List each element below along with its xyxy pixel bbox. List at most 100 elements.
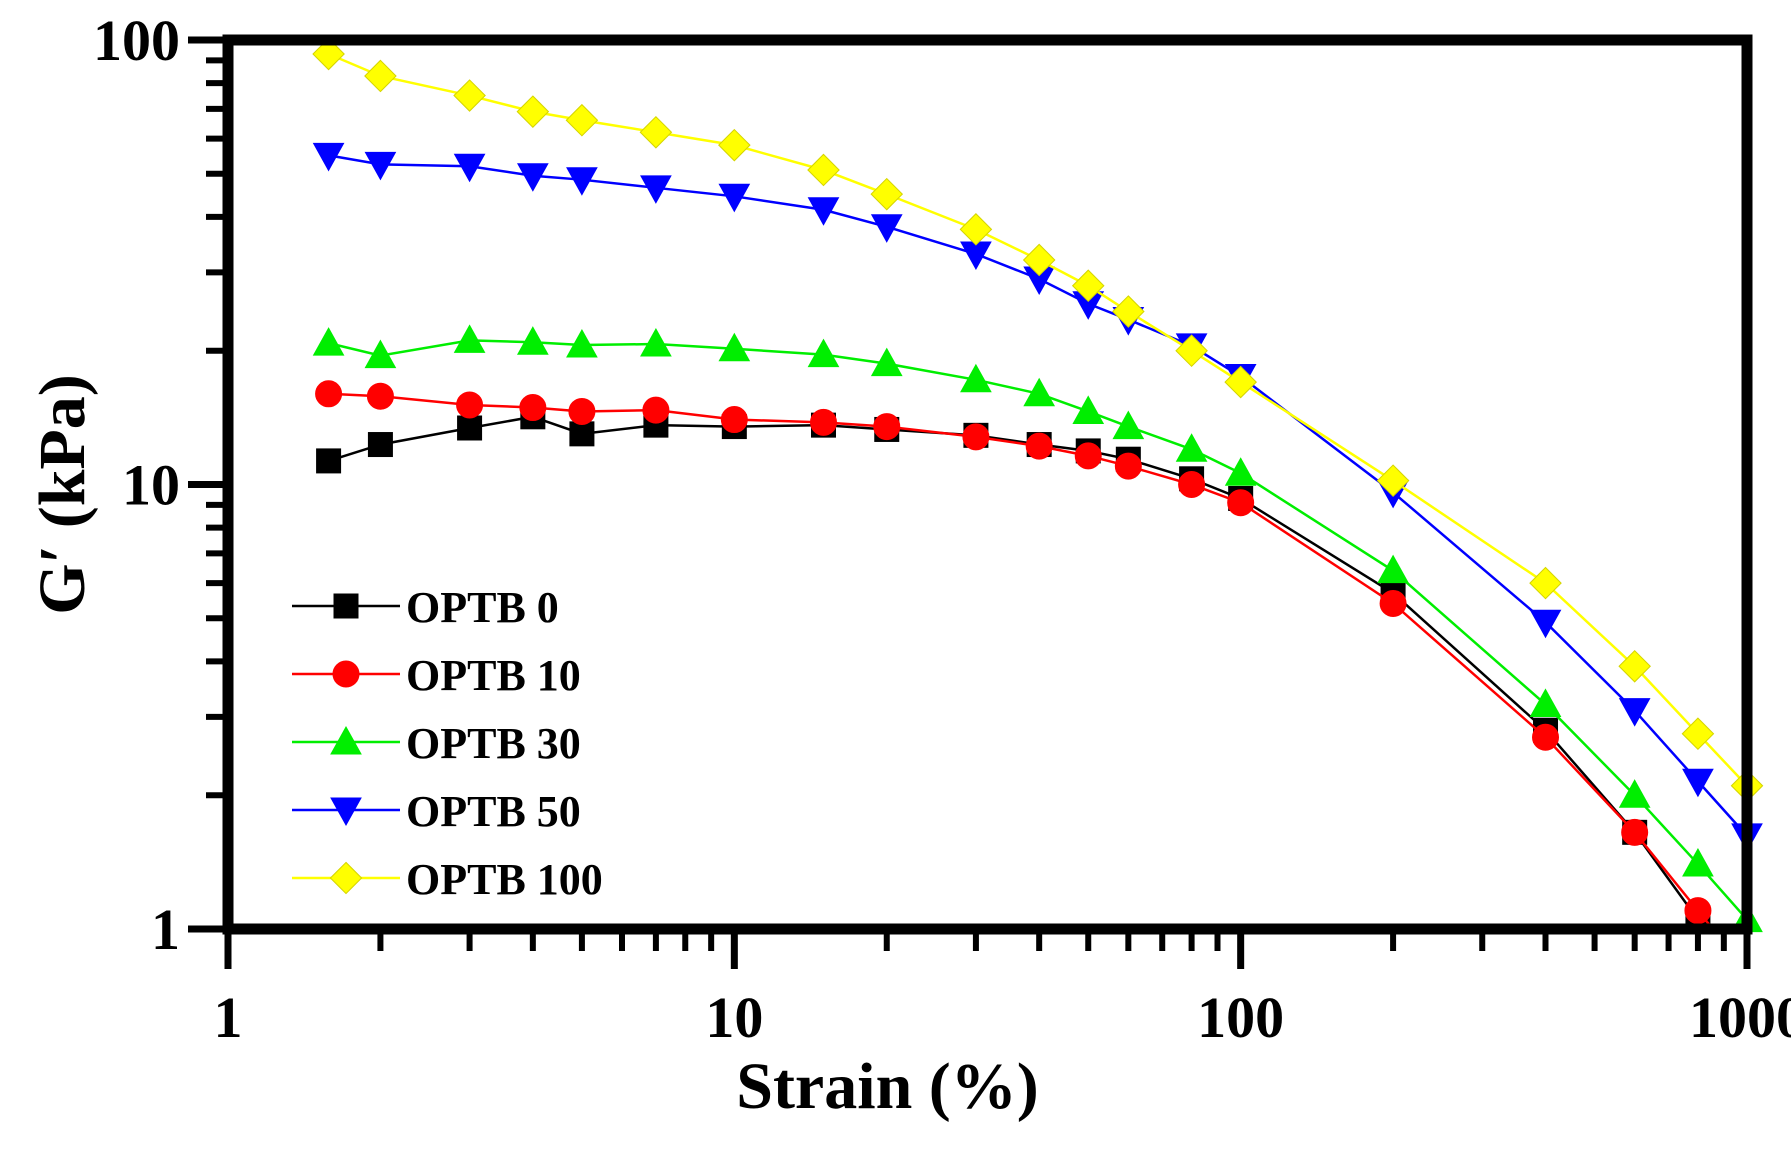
data-point-optb-50 [453,153,486,183]
data-point-optb-50 [640,175,672,204]
x-tick-label: 100 [1197,985,1284,1050]
legend-item-optb-50: OPTB 50 [292,787,581,836]
data-point-optb-10 [873,413,901,441]
legend-label-optb-10: OPTB 10 [406,651,581,700]
legend: OPTB 0 OPTB 10 OPTB 30 OPTB 50 OPTB 100 [292,583,603,904]
data-point-optb-30 [1529,688,1562,717]
data-point-optb-10 [568,397,596,425]
data-point-optb-10 [1074,442,1102,470]
legend-marker-optb-10 [332,660,360,688]
data-point-optb-50 [807,197,840,226]
data-point-optb-10 [1025,432,1053,460]
series-optb-10 [315,380,1714,930]
y-tick-label: 1 [151,897,180,962]
x-tick-label: 1 [214,985,243,1050]
data-point-optb-0 [457,415,483,441]
data-point-optb-100 [312,37,345,71]
legend-item-optb-100: OPTB 100 [292,855,603,904]
data-point-optb-100 [870,177,904,211]
y-tick-label: 100 [93,8,180,73]
data-point-optb-10 [1532,723,1560,751]
legend-label-optb-30: OPTB 30 [406,719,581,768]
legend-label-optb-100: OPTB 100 [406,855,603,904]
data-point-optb-30 [1682,848,1714,877]
data-point-optb-30 [566,328,598,358]
data-point-optb-30 [1377,554,1409,584]
data-point-optb-30 [453,324,486,353]
data-point-optb-100 [639,115,673,149]
data-point-optb-30 [718,332,751,362]
data-point-optb-10 [519,394,547,422]
data-point-optb-50 [364,151,397,181]
data-point-optb-10 [962,423,990,451]
data-point-optb-50 [566,167,598,196]
data-point-optb-100 [1376,464,1410,497]
data-point-optb-30 [364,339,397,369]
data-point-optb-100 [1529,566,1562,600]
data-point-optb-50 [718,183,751,213]
x-axis-title: Strain (%) [736,1050,1038,1123]
data-point-optb-0 [316,448,342,474]
series-optb-30 [312,324,1763,933]
data-point-optb-30 [870,347,903,377]
data-point-optb-10 [456,391,484,419]
data-point-optb-30 [312,327,345,356]
legend-marker-optb-30 [330,725,362,755]
data-point-optb-30 [1175,433,1208,462]
major-ticks [188,36,1751,969]
data-point-optb-100 [1224,365,1257,399]
data-point-optb-50 [312,142,345,172]
data-point-optb-10 [1114,452,1142,480]
data-point-optb-0 [367,432,393,458]
legend-item-optb-30: OPTB 30 [292,719,581,768]
data-point-optb-30 [1112,410,1145,440]
legend-marker-optb-0 [333,593,359,619]
x-tick-label: 10 [705,985,763,1050]
legend-item-optb-10: OPTB 10 [292,651,581,700]
data-point-optb-50 [960,241,992,271]
data-point-optb-100 [1681,717,1715,751]
data-point-optb-0 [569,421,595,447]
legend-item-optb-0: OPTB 0 [292,583,559,632]
data-point-optb-100 [565,103,599,137]
x-tick-label: 1000 [1689,985,1791,1050]
data-point-optb-10 [366,382,394,410]
y-tick-label: 10 [122,453,180,518]
data-point-optb-100 [1112,295,1145,328]
data-point-optb-10 [1379,589,1407,617]
data-point-optb-100 [453,79,486,112]
data-point-optb-50 [1682,768,1714,798]
data-point-optb-100 [1175,334,1208,367]
data-point-optb-100 [959,213,993,246]
data-point-optb-100 [364,59,397,93]
data-point-optb-30 [1618,779,1651,808]
legend-label-optb-0: OPTB 0 [406,583,559,632]
data-point-optb-100 [807,153,840,187]
data-point-optb-50 [516,163,549,192]
y-axis-title: G′ (kPa) [26,374,99,614]
data-point-optb-10 [315,380,343,408]
legend-marker-optb-50 [330,797,362,827]
data-point-optb-10 [642,396,670,424]
data-point-optb-30 [960,363,992,393]
plot-frame [222,34,1753,935]
data-point-optb-50 [1529,609,1562,639]
data-point-optb-30 [1224,457,1257,486]
data-point-optb-10 [809,408,837,436]
data-point-optb-30 [516,326,549,355]
data-point-optb-100 [1071,269,1105,303]
data-point-optb-10 [1227,489,1255,517]
data-point-optb-10 [1178,471,1206,498]
tick-labels: 1 10 100 1000 1 10 100 [93,8,1791,1050]
data-point-optb-30 [1023,377,1056,407]
data-point-optb-50 [1618,698,1651,727]
data-point-optb-100 [1022,243,1056,277]
legend-marker-optb-100 [329,861,363,895]
legend-label-optb-50: OPTB 50 [406,787,581,836]
data-point-optb-100 [1618,649,1651,683]
data-point-optb-10 [720,406,748,434]
data-point-optb-10 [1621,818,1649,846]
data-point-optb-100 [516,95,550,128]
